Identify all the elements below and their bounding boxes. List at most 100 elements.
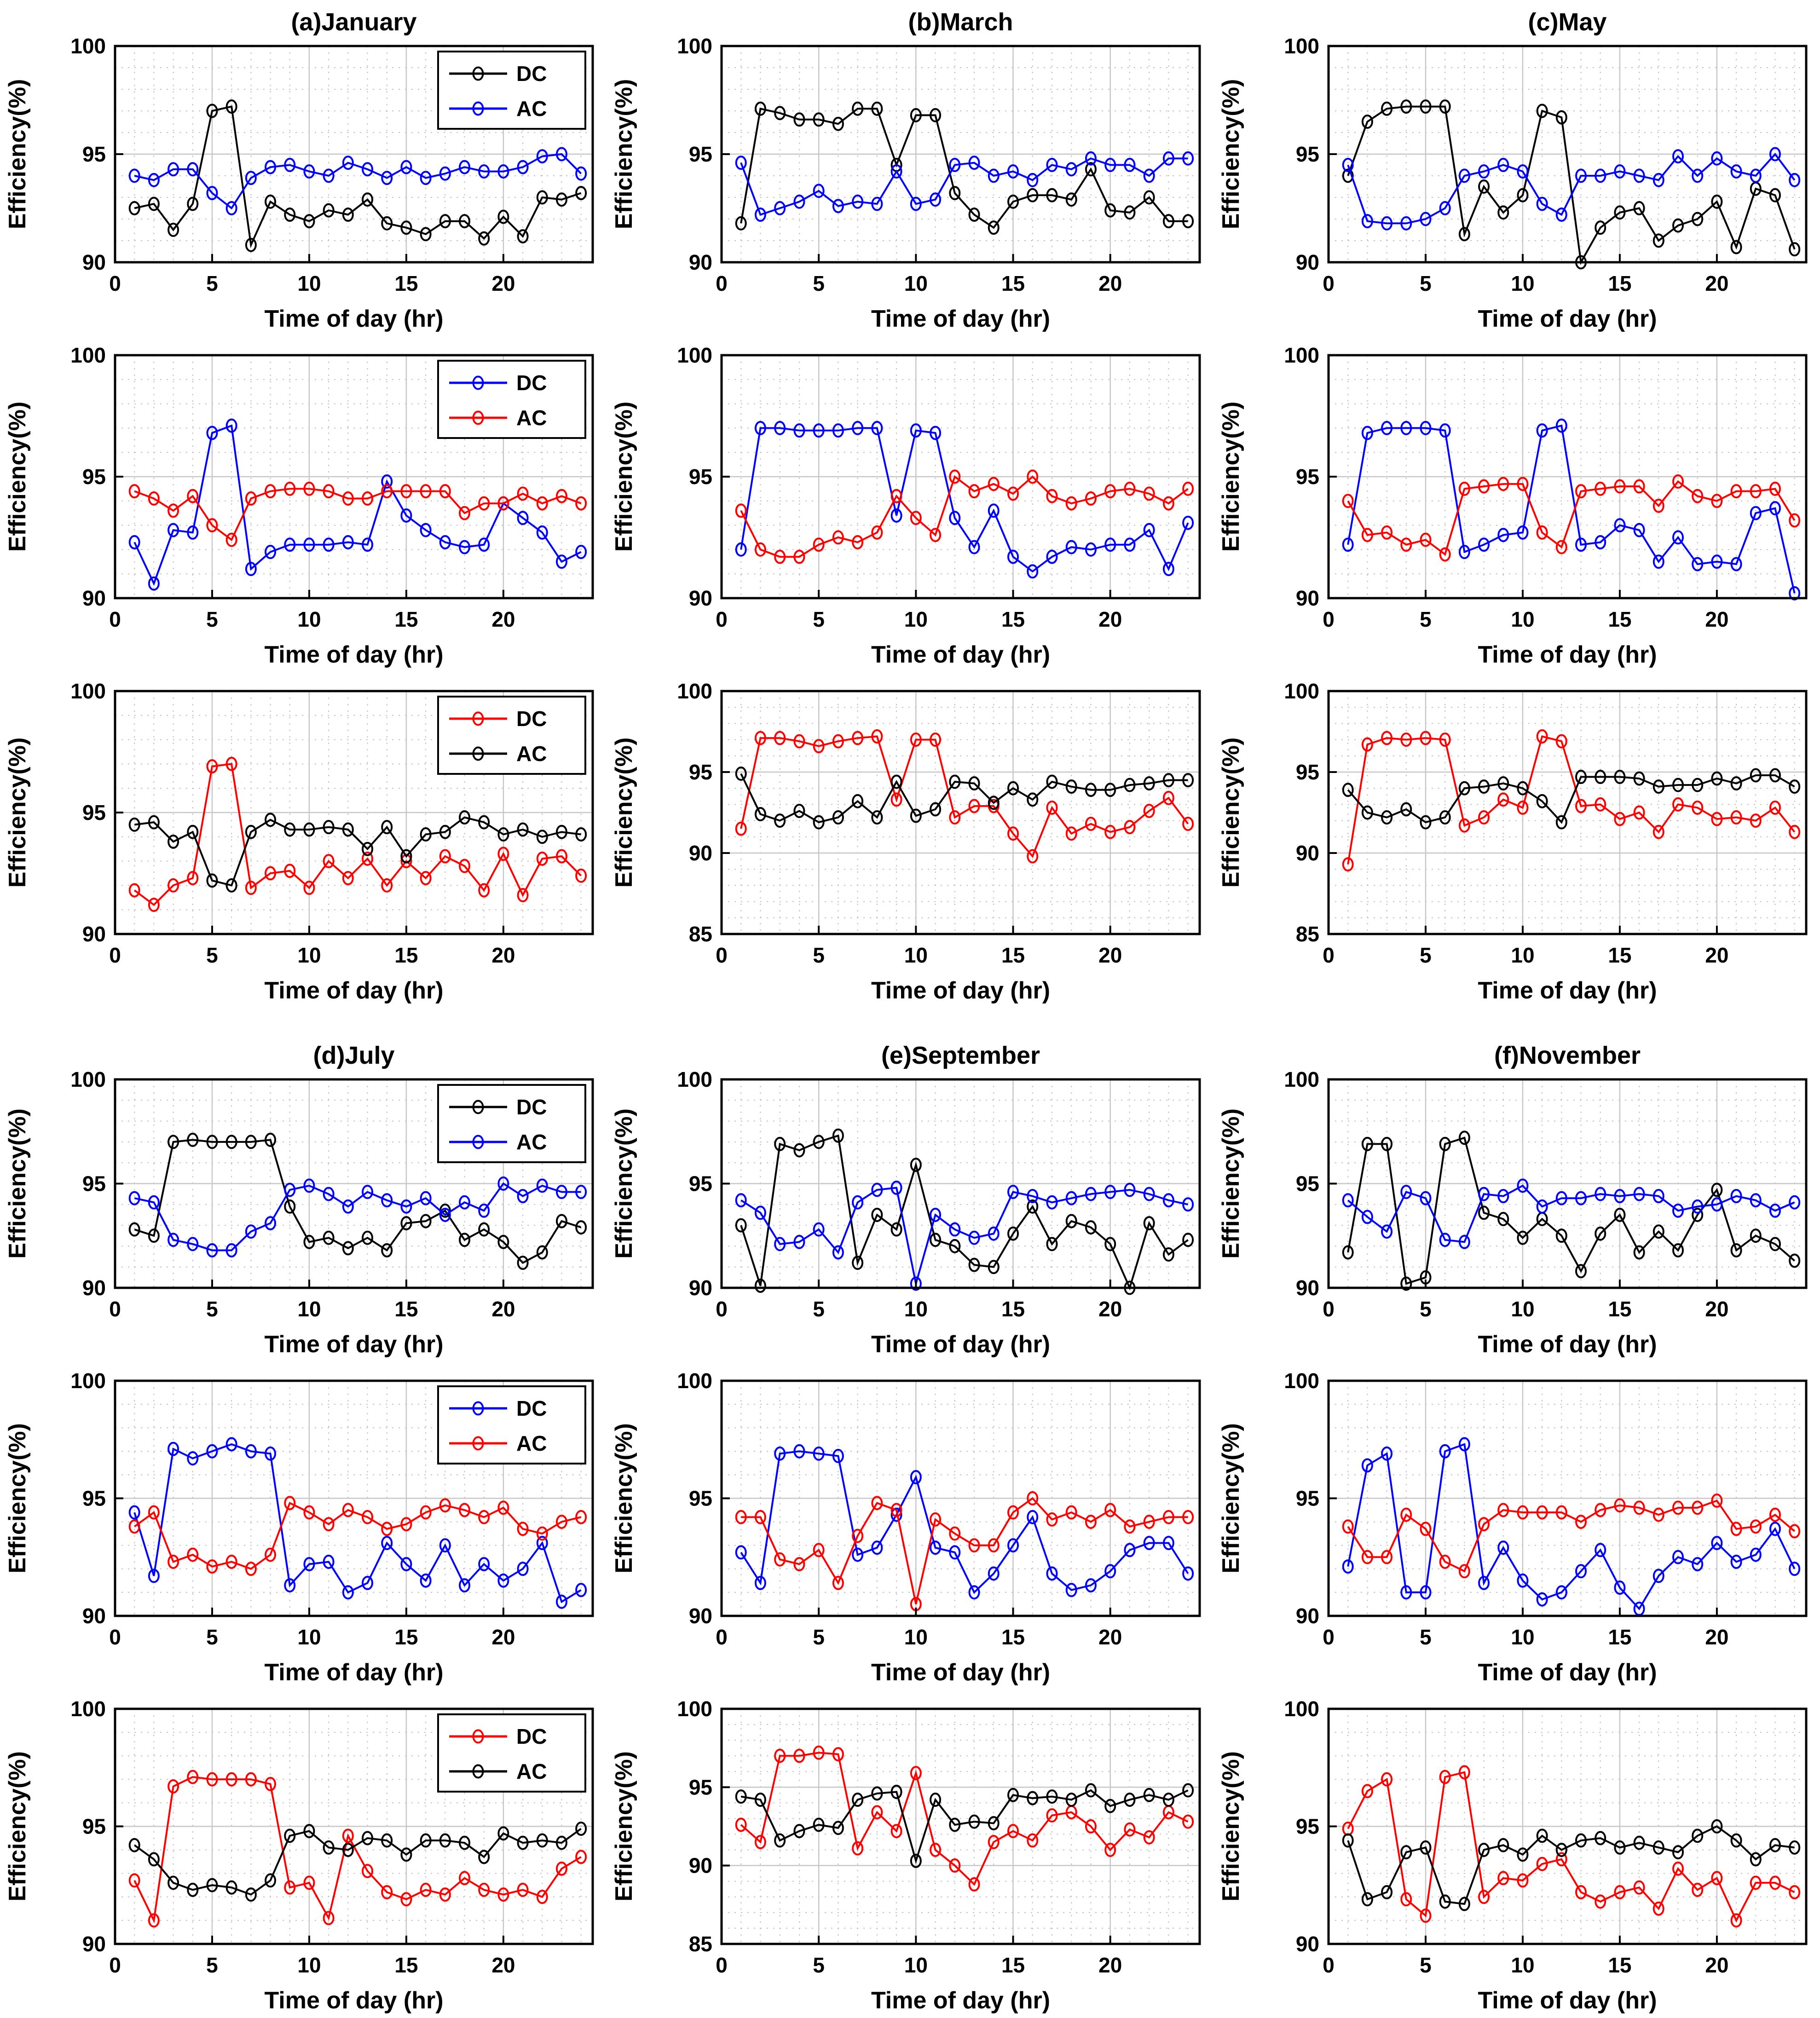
chart-svg: 0 5 10 15 20 90 95 100 Time of day (hr) Efficienc… [4,8,594,332]
grid-minor [1329,1381,1806,1616]
svg-text:100: 100 [677,1369,712,1393]
axes: 0 5 10 15 20 90 95 100 [1284,1067,1808,1321]
grid-minor [1329,355,1806,598]
svg-text:20: 20 [1705,1953,1728,1977]
svg-text:100: 100 [677,1067,712,1091]
svg-text:15: 15 [1608,1953,1631,1977]
svg-text:95: 95 [82,801,106,824]
svg-text:0: 0 [1323,1297,1335,1321]
axes: 0 5 10 15 20 90 95 100 [677,34,1201,295]
series-AC [735,1491,1194,1611]
svg-text:20: 20 [1098,1297,1122,1321]
grid-major [722,1709,1200,1944]
svg-text:DC: DC [516,62,547,86]
chart-svg: 0 5 10 15 20 90 95 100 Time of day (hr) Efficienc… [1218,1369,1808,1686]
axes: 0 5 10 15 20 90 95 100 [677,1067,1201,1321]
series-AC [128,481,587,547]
svg-text:0: 0 [1323,607,1335,631]
series-DC [735,101,1194,235]
subplot-eSeptember-row2: 0 5 10 15 20 90 95 100 Time of day (hr) Efficienc… [607,1361,1213,1689]
y-axis-label: Efficiency(%) [1218,1751,1244,1902]
y-axis-label: Efficiency(%) [611,1423,637,1574]
chart-svg: 0 5 10 15 20 90 95 100 Time of day (hr) Efficienc… [1218,8,1808,332]
grid-major [1329,355,1806,598]
svg-text:15: 15 [1608,607,1631,631]
svg-text:10: 10 [297,271,321,295]
x-axis-label: Time of day (hr) [871,1987,1050,2014]
svg-text:95: 95 [1296,760,1319,784]
subplot-fNovember-row3: 0 5 10 15 20 90 95 100 Time of day (hr) Efficienc… [1213,1689,1820,2018]
y-axis-label: Efficiency(%) [611,1751,637,1902]
svg-text:20: 20 [491,1953,515,1977]
subplot-fNovember-row1: 0 5 10 15 20 90 95 100 Time of day (hr) Efficienc… [1213,1033,1820,1361]
x-axis-label: Time of day (hr) [871,1331,1050,1358]
svg-text:20: 20 [1098,607,1122,631]
svg-text:95: 95 [1296,1815,1319,1839]
subplot-cMay-row2: 0 5 10 15 20 90 95 100 Time of day (hr) Efficienc… [1213,336,1820,672]
panel-title: (b)March [908,8,1013,36]
svg-text:100: 100 [677,343,712,367]
series-AC [128,810,587,893]
x-axis-label: Time of day (hr) [1478,306,1657,332]
x-axis-label: Time of day (hr) [264,306,443,332]
svg-text:15: 15 [394,943,418,967]
subplot-fNovember-row2: 0 5 10 15 20 90 95 100 Time of day (hr) Efficienc… [1213,1361,1820,1689]
svg-text:10: 10 [904,1297,928,1321]
series-DC [128,1437,587,1609]
axes: 0 5 10 15 20 85 90 95 100 [677,679,1201,967]
svg-text:100: 100 [677,34,712,58]
svg-text:95: 95 [82,142,106,166]
svg-text:100: 100 [70,343,106,367]
svg-text:90: 90 [82,586,106,610]
x-axis-label: Time of day (hr) [264,1659,443,1686]
svg-text:0: 0 [716,1625,728,1649]
grid-minor [115,691,593,934]
series-AC [128,147,587,215]
y-axis-label: Efficiency(%) [4,402,31,552]
svg-text:100: 100 [70,679,106,703]
svg-text:15: 15 [394,1953,418,1977]
svg-text:0: 0 [109,271,121,295]
svg-text:10: 10 [297,1625,321,1649]
subplot-dJuly-row2: 0 5 10 15 20 90 95 100 Time of day (hr) Efficienc… [0,1361,607,1689]
axes: 0 5 10 15 20 90 95 100 [1284,34,1808,295]
svg-text:AC: AC [516,742,547,766]
svg-text:85: 85 [689,922,712,946]
svg-text:5: 5 [206,1625,218,1649]
series-AC [735,151,1194,222]
grid-major [722,1079,1200,1288]
svg-text:90: 90 [1296,1932,1319,1956]
axes: 0 5 10 15 20 90 95 100 [70,1369,594,1649]
svg-text:85: 85 [689,1932,712,1956]
x-axis-label: Time of day (hr) [1478,1659,1657,1686]
series-DC [735,1745,1194,1892]
svg-text:20: 20 [1705,271,1728,295]
y-axis-label: Efficiency(%) [1218,1108,1244,1259]
svg-text:100: 100 [677,1697,712,1721]
svg-text:15: 15 [1001,943,1025,967]
svg-text:0: 0 [1323,943,1335,967]
axes: 0 5 10 15 20 90 95 100 [70,1067,594,1321]
grid-minor [115,46,593,262]
svg-text:100: 100 [1284,1697,1319,1721]
series-AC [1342,147,1801,231]
svg-text:20: 20 [491,271,515,295]
axes: 0 5 10 15 20 90 95 100 [70,343,594,631]
grid-minor [722,1381,1200,1616]
svg-text:20: 20 [1705,607,1728,631]
series-DC [1342,729,1801,872]
x-axis-label: Time of day (hr) [264,977,443,1004]
svg-text:10: 10 [1511,607,1534,631]
svg-text:20: 20 [1705,1297,1728,1321]
x-axis-label: Time of day (hr) [1478,1987,1657,2014]
svg-text:95: 95 [82,1487,106,1511]
y-axis-label: Efficiency(%) [1218,402,1244,552]
y-axis-label: Efficiency(%) [4,1108,31,1259]
svg-text:95: 95 [689,142,712,166]
chart-svg: 0 5 10 15 20 90 95 100 Time of day (hr) Efficienc… [4,1369,594,1686]
subplot-cMay-row3: 0 5 10 15 20 85 90 95 100 Time of day (hr) Efficie… [1213,672,1820,1008]
svg-text:5: 5 [1420,607,1432,631]
svg-text:20: 20 [1705,943,1728,967]
svg-text:DC: DC [516,1095,547,1119]
svg-text:100: 100 [1284,343,1319,367]
